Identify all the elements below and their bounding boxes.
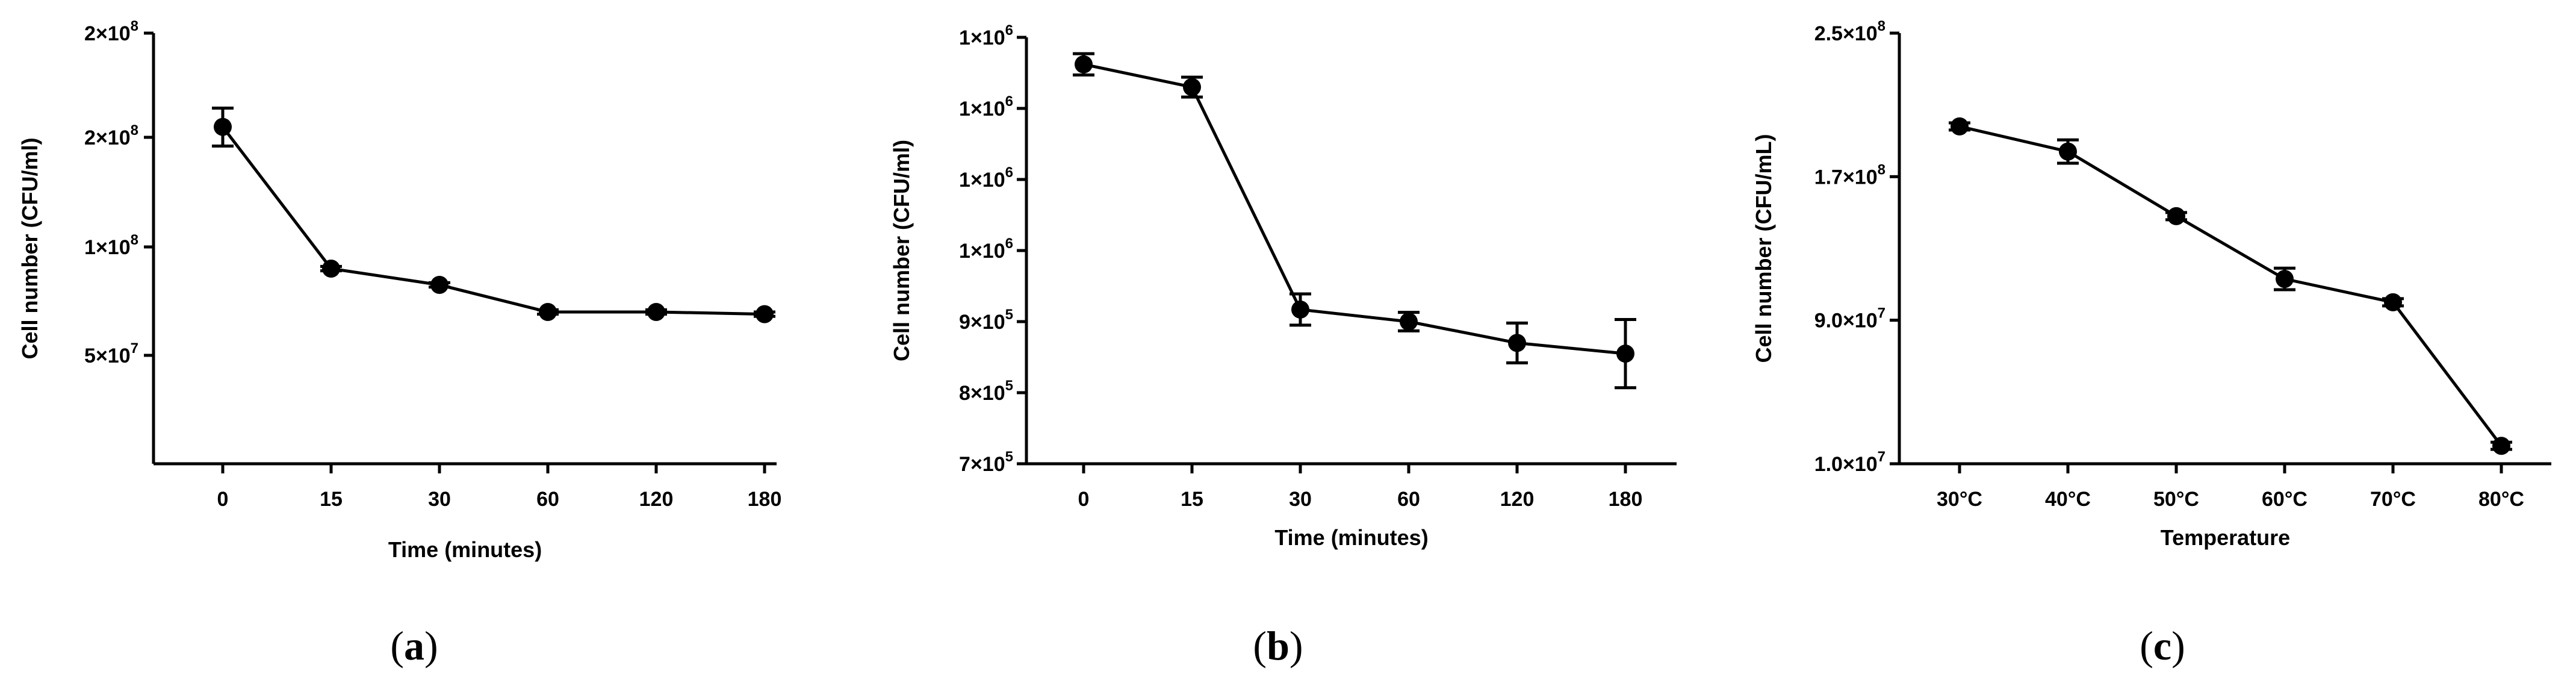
y-tick-label: 2.5×108 (1814, 18, 1885, 45)
data-point (2384, 293, 2402, 311)
panel-label: (a) (390, 623, 438, 669)
x-tick-label: 30°C (1937, 488, 1982, 511)
y-tick-label: 1×108 (84, 232, 138, 259)
x-tick-label: 15 (320, 488, 343, 511)
x-axis-title: Time (minutes) (1274, 525, 1428, 550)
y-tick-label: 9.0×107 (1814, 305, 1885, 332)
data-point (2059, 142, 2077, 161)
x-axis-title: Time (minutes) (388, 537, 542, 562)
x-tick-label: 0 (217, 488, 229, 511)
y-tick-label: 2×108 (84, 122, 138, 149)
data-point (214, 117, 232, 136)
chart-panel-a: 5×107 1×108 2×108 2×108 0 15 30 60 120 180 Time (m… (17, 18, 781, 669)
data-point (430, 276, 448, 294)
data-point (1508, 334, 1526, 352)
series-line (1959, 125, 2503, 447)
y-axis-title: Cell number (CFU/ml) (17, 137, 42, 359)
data-point (2167, 207, 2185, 225)
y-tick-label: 2×108 (84, 18, 138, 45)
y-tick-label: 1×106 (959, 164, 1013, 192)
x-tick-label: 60°C (2262, 488, 2308, 511)
series-line (1083, 63, 1626, 355)
data-point (539, 303, 557, 321)
y-tick-label: 1.0×107 (1814, 449, 1885, 476)
x-tick-label: 60 (1397, 488, 1420, 511)
y-tick-label: 1×106 (959, 93, 1013, 120)
x-tick-label: 120 (639, 488, 674, 511)
data-point (756, 305, 774, 323)
data-point (2492, 437, 2510, 455)
x-tick-label: 180 (748, 488, 782, 511)
y-tick-label: 1.7×108 (1814, 161, 1885, 189)
x-tick-label: 0 (1078, 488, 1090, 511)
data-point (1951, 117, 1969, 136)
data-point (1075, 55, 1093, 73)
x-axis-title: Temperature (2161, 525, 2290, 550)
x-tick-label: 30 (428, 488, 451, 511)
data-point (1183, 78, 1201, 96)
y-tick-label: 1×106 (959, 235, 1013, 263)
y-axis-title: Cell number (CFU/mL) (1751, 134, 1776, 363)
x-tick-label: 60 (536, 488, 559, 511)
x-tick-label: 40°C (2045, 488, 2091, 511)
chart-panel-c: 1.0×107 9.0×107 1.7×108 2.5×108 30°C 40°C 50°C… (1751, 18, 2551, 669)
y-tick-label: 1×106 (959, 22, 1013, 49)
x-tick-label: 15 (1181, 488, 1203, 511)
data-point (2276, 270, 2294, 288)
data-point (1400, 313, 1418, 331)
data-point (647, 303, 665, 321)
y-tick-label: 9×105 (959, 307, 1013, 334)
y-tick-label: 7×105 (959, 449, 1013, 476)
x-tick-label: 50°C (2153, 488, 2199, 511)
data-point (1291, 300, 1309, 319)
x-tick-label: 70°C (2370, 488, 2416, 511)
y-tick-label: 5×107 (84, 340, 138, 367)
y-tick-label: 8×105 (959, 378, 1013, 405)
series-line (222, 126, 765, 316)
x-tick-label: 120 (1500, 488, 1535, 511)
panel-label: (c) (2140, 623, 2185, 669)
y-axis-title: Cell number (CFU/ml) (889, 140, 914, 361)
data-point (1616, 345, 1634, 363)
x-tick-label: 30 (1289, 488, 1312, 511)
panel-label: (b) (1253, 623, 1303, 669)
x-tick-label: 180 (1609, 488, 1643, 511)
chart-panel-b: 7×105 8×105 9×105 1×106 1×106 1×106 1×106 0 15 30… (889, 22, 1677, 669)
data-point (322, 260, 340, 278)
x-tick-label: 80°C (2478, 488, 2524, 511)
